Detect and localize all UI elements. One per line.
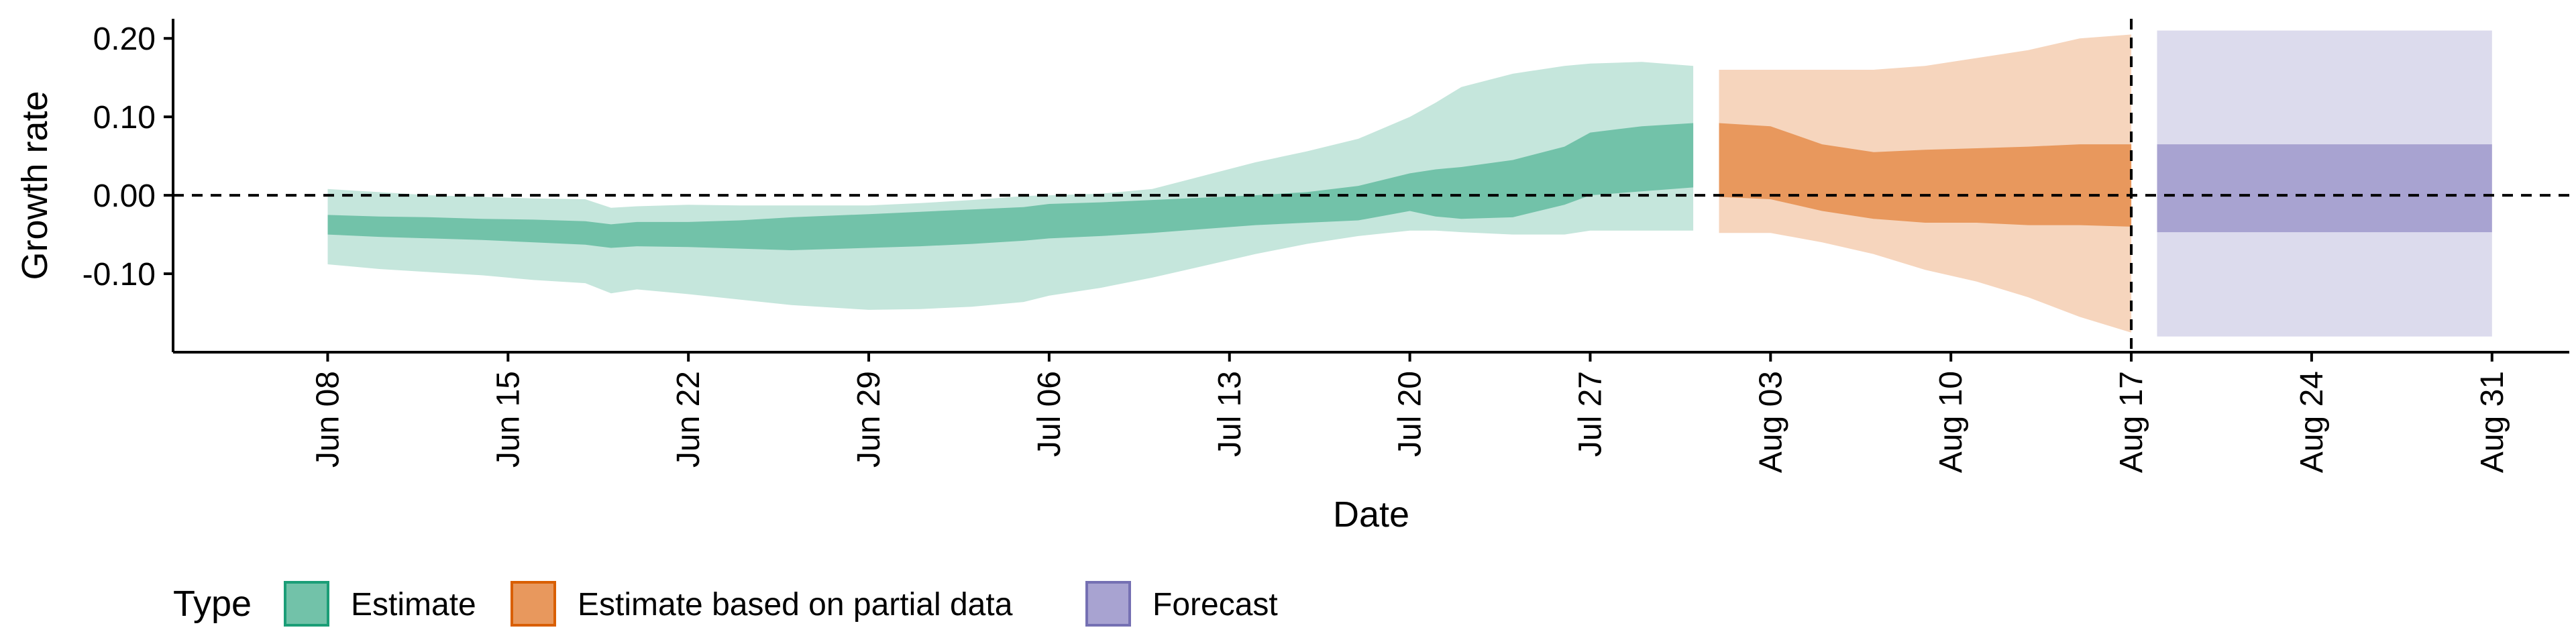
legend-key-estimate-based-on-partial-data [511, 581, 556, 627]
x-tick-label: Jul 13 [1212, 371, 1248, 457]
x-tick-label: Aug 10 [1933, 371, 1969, 473]
legend: Type Estimate Estimate based on partial da… [173, 581, 1278, 627]
x-tick-label: Jun 08 [310, 371, 345, 468]
y-tick-label: 0.00 [93, 178, 156, 214]
axes: 0.20 0.10 0.00 -0.10 Jun 08 Jun 15 Jun 22 Jun 2… [83, 19, 2569, 473]
legend-label-forecast: Forecast [1152, 587, 1278, 623]
y-tick-label: 0.20 [93, 21, 156, 57]
y-tick-label: -0.10 [83, 257, 156, 292]
legend-label-estimate: Estimate [351, 587, 476, 623]
forecast-inner-band [2157, 144, 2492, 233]
x-tick-label: Jun 29 [851, 371, 887, 468]
legend-key-forecast [1085, 581, 1131, 627]
x-tick-label: Jun 22 [671, 371, 706, 468]
x-tick-label: Aug 17 [2114, 371, 2149, 473]
estimate-based-on-partial-data-inner-band [1719, 123, 2132, 227]
x-tick-label: Jul 06 [1032, 371, 1067, 457]
y-tick-label: 0.10 [93, 100, 156, 136]
x-tick-label: Aug 31 [2475, 371, 2510, 473]
x-tick-label: Jun 15 [490, 371, 526, 468]
legend-key-estimate [284, 581, 329, 627]
bands-layer [327, 30, 2492, 337]
legend-title: Type [173, 584, 252, 624]
legend-label-estimate-based-on-partial-data: Estimate based on partial data [578, 587, 1013, 623]
x-tick-label: Jul 20 [1393, 371, 1428, 457]
x-axis-title: Date [1333, 494, 1409, 535]
x-tick-label: Jul 27 [1572, 371, 1608, 457]
estimate-outer-band [327, 62, 1694, 310]
y-axis-title: Growth rate [15, 91, 55, 280]
reference-lines [173, 19, 2569, 352]
estimate-inner-band [327, 123, 1694, 250]
x-tick-label: Aug 24 [2294, 371, 2330, 473]
x-tick-label: Aug 03 [1753, 371, 1788, 473]
